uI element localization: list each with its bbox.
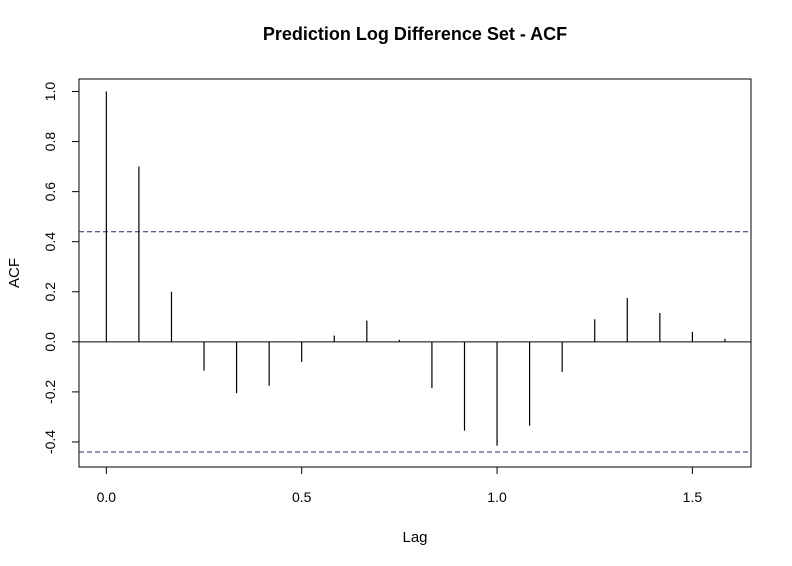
x-axis: 0.0 0.5 1.0 1.5 [97, 466, 703, 505]
acf-bars [105, 91, 726, 446]
x-tick-label: 0.5 [292, 489, 312, 505]
y-axis: -0.4 -0.2 0.0 0.2 0.4 0.6 0.8 1.0 [42, 82, 80, 454]
y-tick-label: 0.0 [42, 332, 58, 352]
chart-title: Prediction Log Difference Set - ACF [263, 24, 567, 44]
y-tick-label: -0.2 [42, 380, 58, 404]
x-tick-label: 0.0 [97, 489, 117, 505]
reference-lines [79, 231, 751, 453]
y-tick-label: -0.4 [42, 430, 58, 454]
y-tick-label: 1.0 [42, 82, 58, 102]
y-tick-label: 0.2 [42, 282, 58, 302]
y-tick-label: 0.8 [42, 132, 58, 152]
x-axis-label: Lag [402, 529, 427, 546]
y-tick-label: 0.6 [42, 182, 58, 202]
y-axis-label: ACF [6, 258, 23, 288]
y-tick-label: 0.4 [42, 232, 58, 252]
x-tick-label: 1.5 [683, 489, 703, 505]
plot-frame [78, 78, 752, 468]
x-tick-label: 1.0 [487, 489, 507, 505]
